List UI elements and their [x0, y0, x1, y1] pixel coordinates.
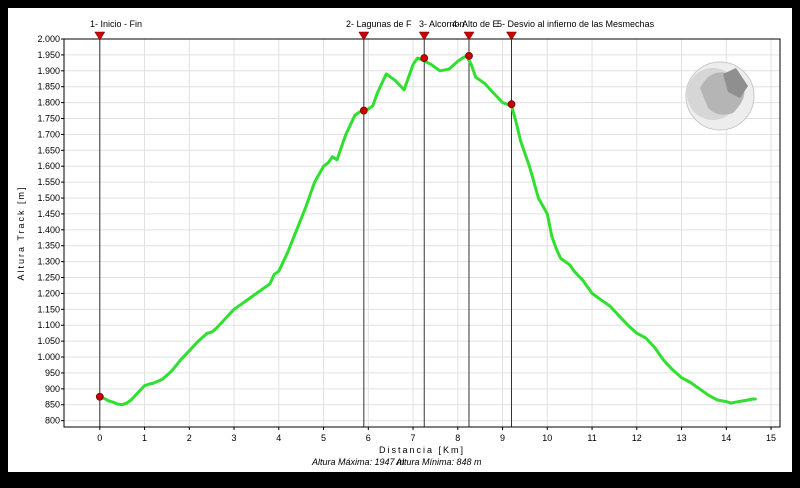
waypoints — [95, 51, 516, 401]
x-tick-label: 0 — [97, 433, 102, 443]
y-tick-label: 1.500 — [37, 193, 60, 203]
y-tick-label: 1.350 — [37, 241, 60, 251]
x-tick-label: 11 — [587, 433, 596, 443]
x-tick-label: 12 — [632, 433, 642, 443]
y-tick-label: 1.400 — [37, 225, 60, 235]
waypoint-dot — [420, 54, 429, 62]
waypoint-labels: 1- Inicio - Fin 2- Lagunas de F 3- Alcorno… — [90, 19, 655, 41]
waypoint-dot — [465, 51, 473, 60]
waypoint-marker-triangle — [358, 31, 370, 41]
y-tick-label: 1.700 — [37, 129, 60, 139]
y-tick-label: 1.600 — [37, 161, 60, 171]
y-tick-label: 1.150 — [37, 304, 60, 314]
x-tick-label: 6 — [366, 433, 371, 443]
plot-border — [63, 38, 781, 428]
x-tick-label: 3 — [232, 433, 237, 443]
waypoint-label: 5- Desvio al infierno de las Mesmechas — [497, 19, 655, 29]
y-tick-label: 1.250 — [37, 273, 60, 283]
x-tick-label: 1 — [142, 433, 147, 443]
x-tick-label: 14 — [721, 433, 731, 443]
waypoint-marker-triangle — [506, 31, 517, 41]
x-tick-label: 9 — [500, 433, 505, 443]
elevation-line — [98, 54, 757, 407]
chart-frame: 800 850 900 950 1.000 1.050 1.100 1.150 1.200 1.2… — [8, 8, 792, 472]
x-tick-label: 4 — [276, 433, 281, 443]
x-tick-label: 2 — [187, 433, 192, 443]
x-tick-label: 15 — [766, 433, 776, 443]
x-tick-label: 7 — [411, 433, 416, 443]
x-tick-labels: 0 1 2 3 4 5 6 7 8 9 10 11 12 13 14 15 — [97, 427, 776, 443]
min-altitude-text: Altura Mínima: 848 m — [395, 457, 482, 467]
waypoint-lines — [99, 39, 512, 427]
y-tick-label: 1.300 — [37, 257, 60, 267]
y-tick-label: 1.050 — [37, 336, 60, 346]
y-tick-label: 900 — [45, 384, 60, 394]
waypoint-label: 4- Alto de E — [452, 19, 499, 29]
waypoint-marker-triangle — [463, 31, 475, 41]
waypoint-dot — [507, 100, 516, 109]
y-tick-label: 1.550 — [37, 177, 60, 187]
x-tick-label: 10 — [542, 433, 552, 443]
waypoint-label: 1- Inicio - Fin — [90, 19, 142, 29]
y-tick-label: 850 — [45, 400, 60, 410]
y-tick-label: 1.750 — [37, 114, 60, 124]
x-axis-label: Distancia [Km] — [379, 445, 465, 455]
y-tick-label: 950 — [45, 368, 60, 378]
y-axis-label: Altura Track [m] — [16, 185, 26, 280]
y-tick-label: 1.950 — [37, 50, 60, 60]
watermark: SENDEROXTREM — [683, 460, 774, 471]
y-tick-label: 1.650 — [37, 145, 60, 155]
y-tick-label: 1.900 — [37, 66, 60, 76]
elevation-profile-chart: 8008509009501.0001.0501.1001.1501.2001.2… — [16, 19, 781, 467]
max-altitude-text: Altura Máxima: 1947 m — [311, 457, 405, 467]
waypoint-label: 2- Lagunas de F — [346, 19, 412, 29]
waypoint-label: 3- Alcornon — [419, 19, 465, 29]
waypoint-dot — [95, 392, 104, 401]
y-tick-label: 800 — [45, 416, 60, 426]
x-tick-label: 8 — [455, 433, 460, 443]
x-tick-label: 13 — [677, 433, 687, 443]
y-tick-label: 1.800 — [37, 98, 60, 108]
y-tick-label: 1.450 — [37, 209, 60, 219]
y-tick-label: 1.200 — [37, 288, 60, 298]
waypoint-marker-triangle — [418, 31, 430, 41]
waypoint-marker-triangle — [94, 31, 106, 41]
y-tick-label: 2.000 — [37, 34, 60, 44]
waypoint-dot — [359, 106, 368, 115]
x-tick-label: 5 — [321, 433, 326, 443]
y-tick-labels: 800 850 900 950 1.000 1.050 1.100 1.150 1.200 1.2… — [37, 34, 64, 426]
logo-emblem — [685, 61, 755, 131]
y-tick-label: 1.000 — [37, 352, 60, 362]
y-tick-label: 1.100 — [37, 320, 60, 330]
y-tick-label: 1.850 — [37, 82, 60, 92]
